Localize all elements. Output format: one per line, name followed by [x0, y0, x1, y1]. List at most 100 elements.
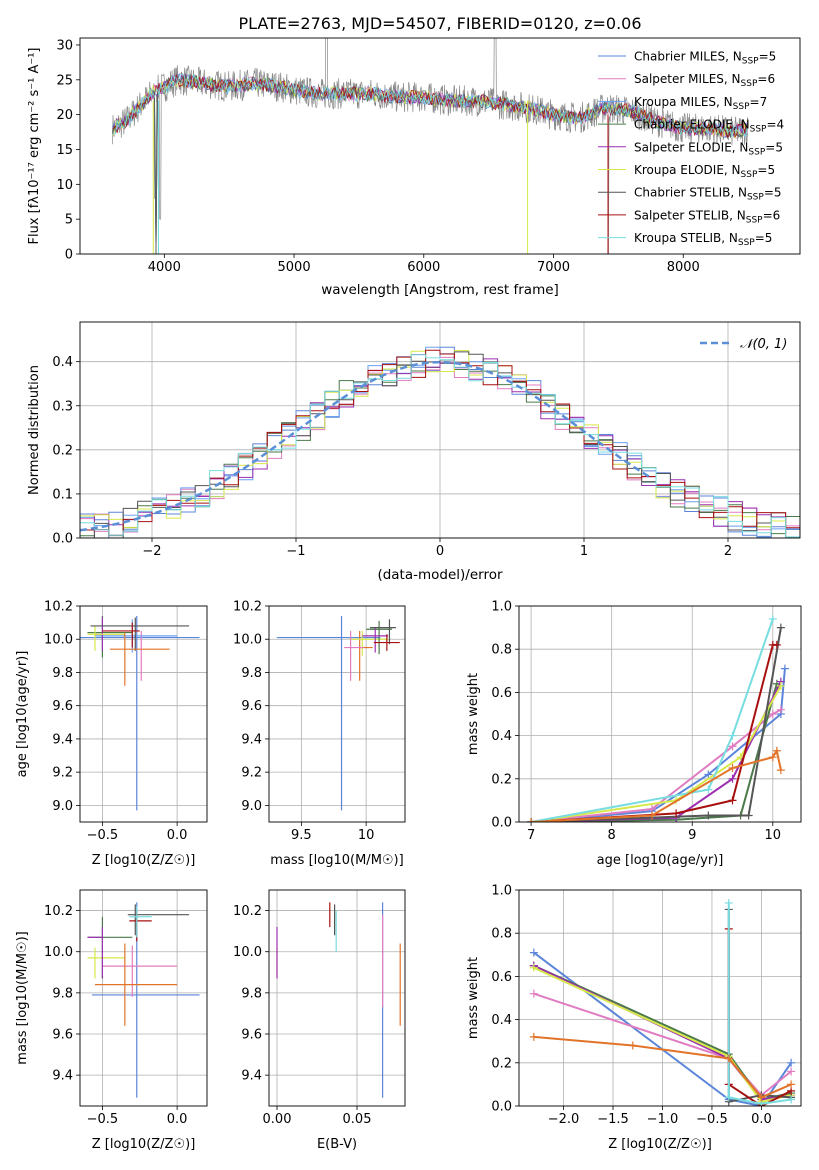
error-bar-point: [344, 630, 364, 681]
error-bar-point: [87, 615, 133, 658]
series-marker: [529, 1032, 538, 1041]
series-marker: [728, 764, 737, 772]
panel-residuals: −2 −1 0 1 2 0.0 0.1 0.2 0.3 0.4 𝒩(0, 1) (data-model…: [27, 321, 801, 583]
panel-mass_vs_ebv: 0.00 0.05 9.4 9.6 9.8 10.0 10.2 E(B-V): [233, 889, 406, 1152]
error-bar-point: [370, 619, 396, 645]
x-axis-label: mass [log10(M/M☉)]: [270, 853, 403, 868]
series-marker: [728, 731, 737, 740]
error-bar-point: [94, 619, 178, 653]
legend-label-subscript: SSP: [733, 102, 750, 112]
panel-mass_vs_z: −0.5 0.0 9.4 9.6 9.8 10.0 10.2 Z [log10(Z/Z☉)] m…: [15, 889, 208, 1152]
y-tick-label: 1.0: [491, 884, 512, 899]
y-tick-label: 9.4: [52, 1069, 73, 1084]
legend-label-text: Kroupa STELIB, N: [634, 231, 738, 245]
y-tick-label: 9.8: [52, 986, 73, 1001]
axes-frame: [268, 889, 406, 1107]
series-marker: [787, 1058, 796, 1067]
series-marker: [776, 623, 785, 632]
x-tick-label: −2.0: [548, 1112, 580, 1127]
error-bar-point: [366, 620, 393, 655]
x-axis-label: Z [log10(Z/Z☉)]: [92, 1137, 196, 1152]
y-tick-label: 0.6: [491, 970, 512, 985]
legend-label: Kroupa STELIB, NSSP=5: [634, 231, 772, 248]
x-tick-label: 7000: [537, 260, 570, 275]
legend-label: Kroupa ELODIE, NSSP=5: [634, 163, 775, 180]
x-tick-label: 0.0: [167, 1112, 188, 1127]
series-line: [531, 643, 777, 822]
legend-label-text: Salpeter MILES, N: [634, 72, 741, 86]
x-tick-label: 5000: [278, 260, 311, 275]
x-tick-label: 8000: [667, 260, 700, 275]
y-axis-label: age [log10(age/yr)]: [15, 651, 30, 778]
series-line: [531, 627, 782, 822]
legend-label-text: =5: [757, 163, 775, 177]
series-line: [531, 683, 778, 822]
x-tick-label: 10: [765, 828, 782, 843]
y-tick-label: 10.2: [44, 600, 73, 615]
legend-label-text: Kroupa MILES, N: [634, 95, 733, 109]
y-tick-label: 0.2: [491, 1056, 512, 1071]
x-axis-label: E(B-V): [317, 1137, 357, 1152]
x-tick-label: −1: [286, 544, 305, 559]
x-tick-label: 0.0: [167, 828, 188, 843]
x-tick-label: 0.0: [751, 1112, 772, 1127]
series-marker: [704, 770, 713, 779]
series-marker: [672, 809, 681, 818]
x-tick-label: 6000: [407, 260, 440, 275]
series-marker: [728, 796, 737, 805]
panel-age_vs_mass: 9.5 10 9.0 9.2 9.4 9.6 9.8 10.0 10.2 mass [log10(…: [233, 600, 406, 868]
series-marker: [776, 681, 785, 690]
series-line: [530, 685, 782, 822]
series-marker: [776, 705, 785, 714]
error-bar-point: [80, 615, 200, 811]
y-tick-label: 9.6: [52, 1028, 73, 1043]
series-marker: [787, 1095, 796, 1104]
series-marker: [704, 811, 713, 820]
y-tick-label: 5: [65, 213, 73, 228]
y-tick-label: 0.0: [491, 1100, 512, 1115]
series-marker: [724, 898, 733, 907]
y-tick-label: 9.6: [241, 699, 262, 714]
y-tick-label: 9.0: [52, 799, 73, 814]
error-bar-point: [349, 630, 389, 656]
panel-mass_weight_vs_age: 7 8 9 10 0.0 0.2 0.4 0.6 0.8 1.0 age [log10(age/yr…: [466, 600, 802, 868]
series-marker: [768, 753, 777, 762]
legend-label-text: =5: [765, 140, 783, 154]
y-tick-label: 20: [56, 108, 73, 123]
y-tick-label: 9.2: [241, 766, 262, 781]
x-tick-label: 2: [724, 544, 732, 559]
x-tick-label: −0.5: [696, 1112, 728, 1127]
x-tick-label: 8: [608, 828, 616, 843]
series-marker: [772, 640, 781, 649]
series-marker: [724, 1054, 733, 1063]
y-tick-label: 0.0: [52, 532, 73, 547]
legend-label: 𝒩(0, 1): [740, 337, 787, 352]
x-tick-label: −1.5: [597, 1112, 629, 1127]
axes-frame: [268, 605, 406, 823]
error-bar-point: [373, 634, 400, 651]
error-bar-point: [127, 904, 190, 936]
legend-label-text: =6: [757, 72, 775, 86]
legend-label: Chabrier ELODIE, NSSP=4: [634, 118, 784, 135]
error-bar-point: [87, 947, 125, 979]
legend-label-subscript: SSP: [738, 238, 755, 248]
histogram-plot-area: [80, 346, 800, 538]
series-marker: [757, 1093, 766, 1102]
y-tick-label: 9.4: [241, 732, 262, 747]
error-bar-point: [102, 945, 178, 997]
x-tick-label: 0: [436, 544, 444, 559]
x-tick-label: 0.00: [263, 1112, 292, 1127]
error-bar-point: [87, 927, 104, 979]
x-tick-label: 0.05: [343, 1112, 372, 1127]
x-tick-label: 10: [358, 828, 375, 843]
series-line: [530, 618, 774, 822]
spectrum-plot-area: [112, 38, 749, 254]
y-axis-label: mass weight: [466, 957, 481, 1039]
y-tick-label: 10.2: [233, 600, 262, 615]
scatter-plot-area: [276, 902, 401, 1098]
y-axis-label: Normed distribution: [27, 365, 42, 495]
x-axis-label: wavelength [Angstrom, rest frame]: [321, 282, 559, 298]
axes-frame: [79, 321, 801, 539]
series-marker: [527, 818, 536, 822]
y-tick-label: 9.6: [241, 1028, 262, 1043]
